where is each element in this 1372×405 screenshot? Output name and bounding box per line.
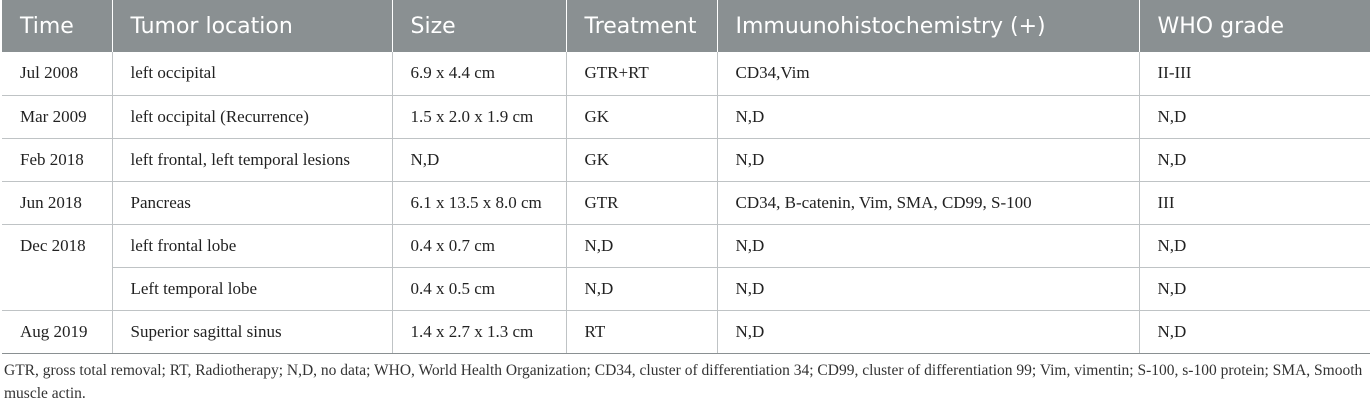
cell-treatment: N,D <box>566 267 718 311</box>
cell-size: 1.4 x 2.7 x 1.3 cm <box>392 310 567 354</box>
cell-ihc: N,D <box>717 267 1140 311</box>
cell-time: Feb 2018 <box>2 138 113 182</box>
table-row: Jul 2008 left occipital 6.9 x 4.4 cm GTR… <box>2 52 1370 96</box>
cell-size: 6.1 x 13.5 x 8.0 cm <box>392 181 567 225</box>
cell-treatment: GK <box>566 95 718 139</box>
table-row: Left temporal lobe 0.4 x 0.5 cm N,D N,D … <box>2 267 1370 311</box>
table-row: Mar 2009 left occipital (Recurrence) 1.5… <box>2 95 1370 139</box>
cell-location: left occipital <box>112 52 393 96</box>
cell-location: Pancreas <box>112 181 393 225</box>
cell-size: 6.9 x 4.4 cm <box>392 52 567 96</box>
cell-treatment: GTR <box>566 181 718 225</box>
cell-treatment: GTR+RT <box>566 52 718 96</box>
header-immunohistochemistry: Immuunohistochemistry (+) <box>717 0 1140 52</box>
cell-grade: N,D <box>1139 138 1370 182</box>
cell-location: Superior sagittal sinus <box>112 310 393 354</box>
cell-treatment: GK <box>566 138 718 182</box>
cell-ihc: N,D <box>717 310 1140 354</box>
cell-ihc: CD34,Vim <box>717 52 1140 96</box>
cell-ihc: CD34, B-catenin, Vim, SMA, CD99, S-100 <box>717 181 1140 225</box>
cell-grade: II-III <box>1139 52 1370 96</box>
cell-time: Jul 2008 <box>2 52 113 96</box>
cell-treatment: RT <box>566 310 718 354</box>
cell-treatment: N,D <box>566 224 718 268</box>
cell-time: Aug 2019 <box>2 310 113 354</box>
cell-ihc: N,D <box>717 138 1140 182</box>
cell-time: Mar 2009 <box>2 95 113 139</box>
cell-ihc: N,D <box>717 95 1140 139</box>
header-tumor-location: Tumor location <box>112 0 393 52</box>
cell-size: 0.4 x 0.5 cm <box>392 267 567 311</box>
cell-size: 0.4 x 0.7 cm <box>392 224 567 268</box>
header-treatment: Treatment <box>566 0 718 52</box>
cell-location: Left temporal lobe <box>112 267 393 311</box>
tumor-history-table: Time Tumor location Size Treatment Immuu… <box>2 0 1370 354</box>
cell-grade: N,D <box>1139 310 1370 354</box>
cell-grade: III <box>1139 181 1370 225</box>
cell-size: N,D <box>392 138 567 182</box>
cell-grade: N,D <box>1139 267 1370 311</box>
header-time: Time <box>2 0 113 52</box>
table-header-row: Time Tumor location Size Treatment Immuu… <box>2 0 1370 52</box>
cell-time: Jun 2018 <box>2 181 113 225</box>
header-who-grade: WHO grade <box>1157 13 1285 39</box>
cell-grade: N,D <box>1139 95 1370 139</box>
table-row: Feb 2018 left frontal, left temporal les… <box>2 138 1370 182</box>
cell-size: 1.5 x 2.0 x 1.9 cm <box>392 95 567 139</box>
table-row: Jun 2018 Pancreas 6.1 x 13.5 x 8.0 cm GT… <box>2 181 1370 225</box>
cell-time: Dec 2018 <box>2 224 113 311</box>
cell-ihc: N,D <box>717 224 1140 268</box>
table-row: Dec 2018 left frontal lobe 0.4 x 0.7 cm … <box>2 224 1370 311</box>
cell-grade: N,D <box>1139 224 1370 268</box>
table-row: Aug 2019 Superior sagittal sinus 1.4 x 2… <box>2 310 1370 354</box>
cell-location: left occipital (Recurrence) <box>112 95 393 139</box>
cell-location: left frontal lobe <box>112 224 393 268</box>
table-footnote: GTR, gross total removal; RT, Radiothera… <box>4 361 1363 402</box>
cell-location: left frontal, left temporal lesions <box>112 138 393 182</box>
header-size: Size <box>392 0 567 52</box>
